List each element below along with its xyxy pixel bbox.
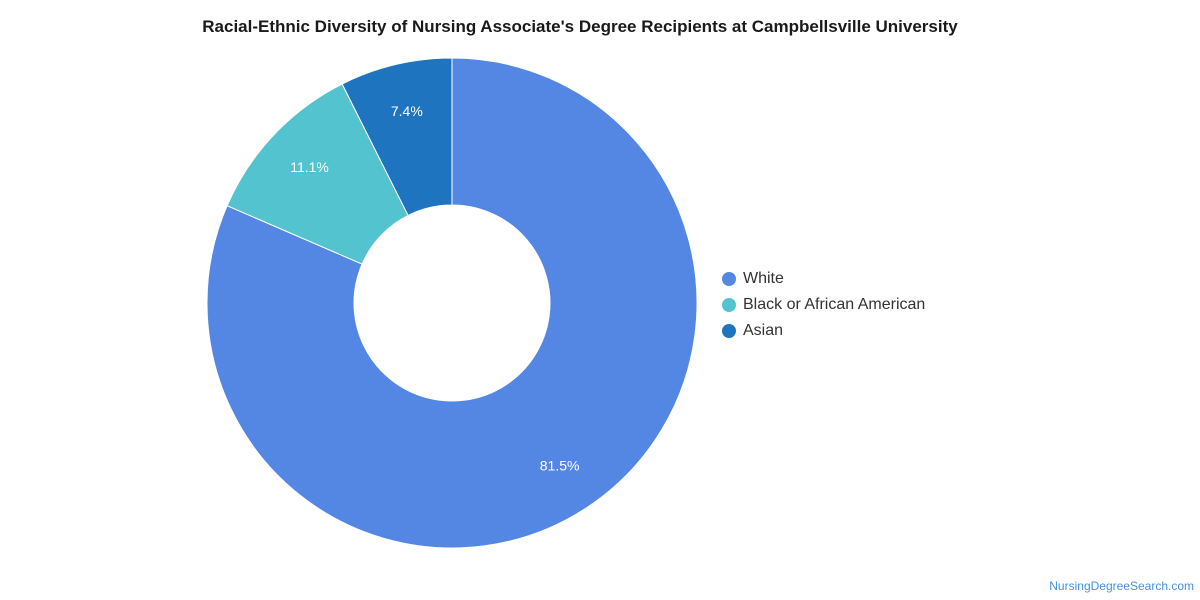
legend-label: Asian [743, 322, 784, 339]
legend-label: Black or African American [743, 296, 926, 313]
legend-item-asian[interactable]: Asian [722, 318, 925, 344]
legend-label: White [743, 270, 784, 287]
legend-swatch [722, 324, 736, 338]
legend-item-black-or-african-american[interactable]: Black or African American [722, 292, 925, 318]
watermark: NursingDegreeSearch.com [1049, 579, 1194, 593]
chart-title: Racial-Ethnic Diversity of Nursing Assoc… [202, 17, 958, 36]
donut-slice-white[interactable] [206, 57, 698, 549]
chart-legend: White Black or African American Asian [722, 266, 925, 344]
legend-swatch [722, 298, 736, 312]
donut-data-labels: 81.5% 11.1% 7.4% [290, 103, 579, 474]
data-label-black-or-african-american: 11.1% [290, 159, 329, 175]
legend-item-white[interactable]: White [722, 266, 925, 292]
data-label-white: 81.5% [540, 458, 580, 474]
donut-slice-black-or-african-american[interactable] [226, 83, 409, 265]
data-label-asian: 7.4% [391, 103, 423, 119]
donut-slices [206, 57, 698, 549]
legend-swatch [722, 272, 736, 286]
donut-slice-asian[interactable] [341, 57, 453, 217]
